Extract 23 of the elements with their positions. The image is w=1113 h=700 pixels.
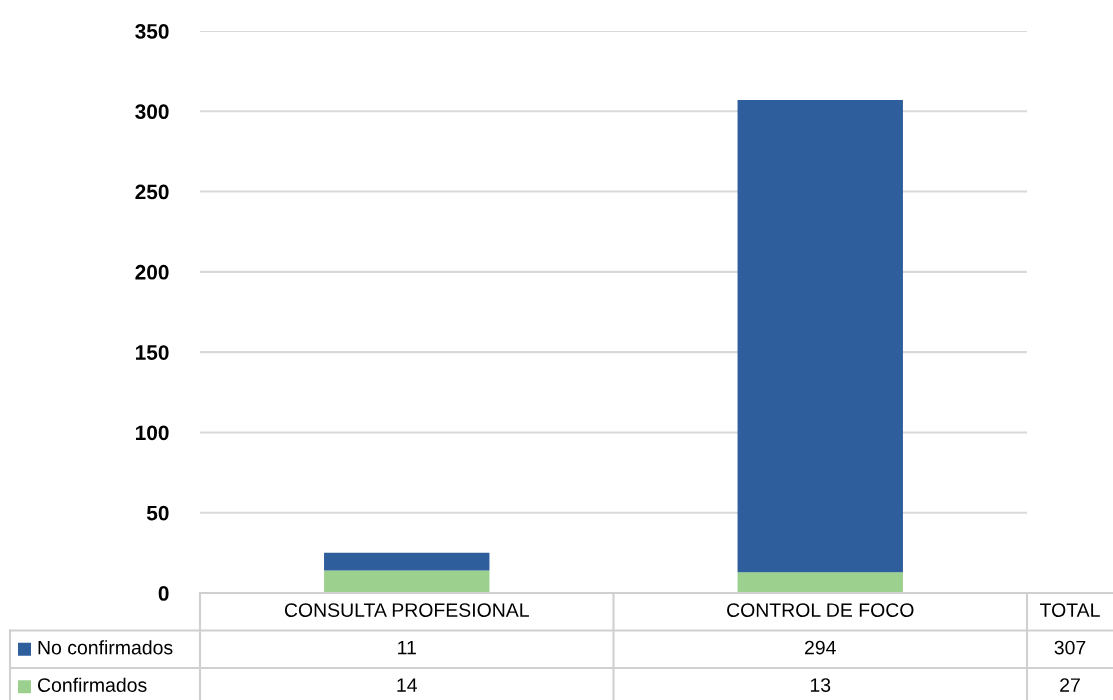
y-tick-label: 150 xyxy=(136,345,169,360)
data-label: 11 xyxy=(398,640,416,655)
legend-label: No confirmados xyxy=(38,640,173,655)
x-tick-label: TOTAL xyxy=(1039,603,1100,617)
bar xyxy=(737,572,903,593)
y-tick-label: 350 xyxy=(135,24,169,39)
bar xyxy=(324,570,490,593)
y-tick-label: 300 xyxy=(135,104,169,120)
bar xyxy=(324,552,490,571)
y-tick-label: 50 xyxy=(146,505,169,521)
y-tick-label: 100 xyxy=(136,425,169,441)
y-tick-label: 250 xyxy=(135,184,169,200)
y-tick-label: 200 xyxy=(135,264,169,280)
text: 27 xyxy=(1060,678,1080,692)
x-tick-label: CONSULTA PROFESIONAL xyxy=(284,603,529,617)
data-label: 14 xyxy=(397,678,417,692)
data-label: 294 xyxy=(805,640,836,655)
data-label: 13 xyxy=(810,678,831,692)
x-tick-label: CONTROL DE FOCO xyxy=(727,603,914,617)
text: 307 xyxy=(1054,640,1086,655)
y-tick-label: 0 xyxy=(158,586,169,601)
legend-label: Confirmados xyxy=(37,677,147,692)
bar xyxy=(737,100,903,573)
